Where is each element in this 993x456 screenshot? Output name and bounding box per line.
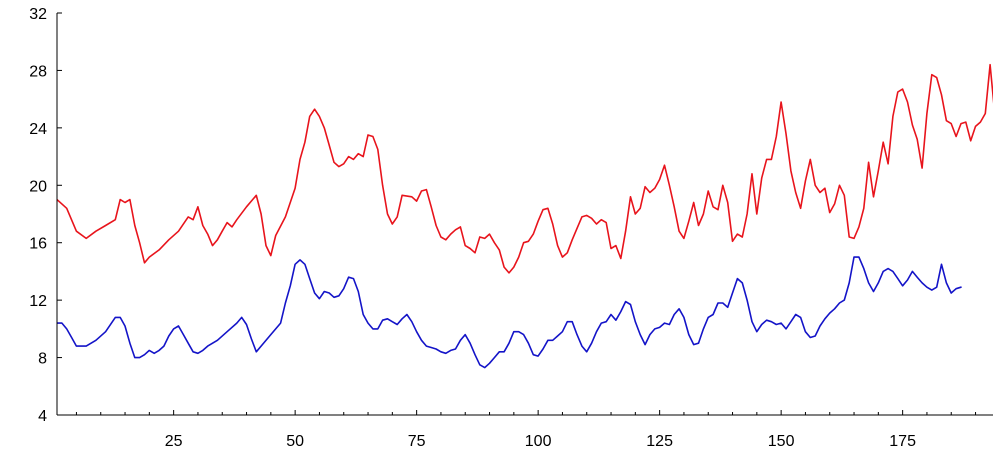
y-tick-label: 12 [29,293,47,310]
y-tick-label: 20 [29,178,47,195]
y-tick-label: 28 [29,63,47,80]
series-line-2 [57,256,962,369]
y-tick-label: 32 [29,6,47,23]
series-line-1 [57,63,993,274]
y-tick-label: 16 [29,236,47,253]
x-tick-label: 175 [889,433,916,450]
x-tick-label: 50 [286,433,304,450]
x-tick-label: 150 [768,433,795,450]
y-axis-ticks: 4 8 12 16 20 24 28 32 [29,6,62,425]
y-tick-label: 4 [38,408,47,425]
y-tick-label: 8 [38,351,47,368]
series-group [57,63,993,369]
x-tick-label: 25 [165,433,183,450]
x-axis-ticks: 25 50 75 100 125 150 175 [75,410,977,450]
x-tick-label: 75 [408,433,426,450]
x-tick-label: 100 [525,433,552,450]
x-tick-label: 125 [646,433,673,450]
y-tick-label: 24 [29,121,47,138]
